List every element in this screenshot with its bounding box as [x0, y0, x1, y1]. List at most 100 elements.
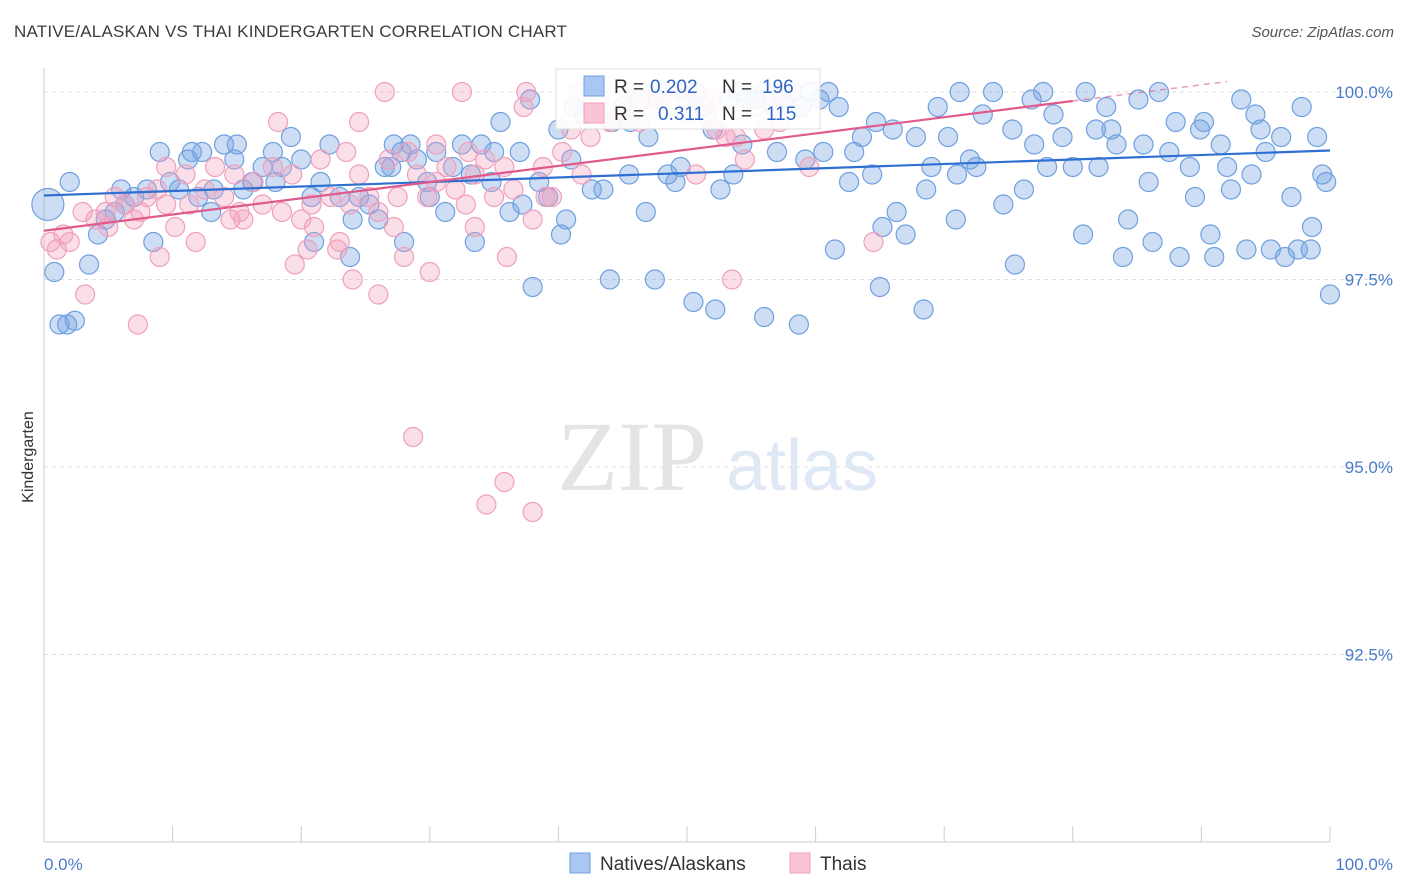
axes	[43, 68, 1331, 843]
chart-title: NATIVE/ALASKAN VS THAI KINDERGARTEN CORR…	[14, 22, 568, 41]
data-point	[336, 141, 357, 163]
data-point	[580, 126, 601, 148]
data-point	[78, 254, 100, 275]
data-point	[1200, 224, 1221, 245]
data-point	[329, 231, 350, 253]
data-point	[98, 216, 119, 238]
watermark-zip: ZIP	[557, 401, 707, 512]
data-point	[1274, 246, 1296, 268]
data-point	[599, 269, 620, 290]
data-point	[1148, 81, 1170, 103]
data-point	[895, 224, 916, 245]
legend-swatch-natives	[569, 852, 591, 874]
data-point	[436, 156, 457, 178]
trend-line-extension	[1072, 80, 1228, 102]
legend-label-natives: Natives/Alaskans	[600, 854, 746, 875]
data-point	[149, 141, 170, 163]
data-point	[397, 141, 419, 163]
data-point	[1128, 89, 1149, 110]
data-point	[381, 156, 402, 178]
data-point	[291, 209, 312, 230]
data-point	[383, 216, 404, 238]
data-point	[972, 104, 993, 125]
stats-n-value-natives: 196	[762, 77, 794, 98]
data-point	[303, 216, 325, 238]
data-point	[419, 261, 440, 283]
data-point	[342, 269, 363, 290]
y-tick-label: 100.0%	[1335, 83, 1393, 102]
data-point	[435, 201, 456, 223]
data-point	[766, 141, 788, 163]
data-point	[1281, 186, 1302, 208]
data-point	[550, 224, 572, 245]
data-point	[156, 194, 177, 215]
data-point	[966, 156, 987, 178]
data-point	[863, 231, 884, 253]
data-point	[734, 149, 755, 170]
data-point	[522, 501, 543, 523]
y-tick-label: 95.0%	[1345, 458, 1393, 477]
data-point	[556, 209, 577, 230]
data-point	[484, 186, 505, 208]
data-point	[393, 231, 415, 253]
data-point	[788, 314, 809, 335]
data-point	[474, 149, 496, 170]
data-point	[402, 426, 424, 448]
data-point	[400, 134, 421, 155]
data-point	[1217, 156, 1238, 178]
stats-n-label-thais: N =	[722, 104, 752, 125]
data-point	[282, 164, 303, 185]
data-point	[1043, 104, 1064, 125]
legend-swatch-thais	[789, 852, 811, 874]
data-point	[1096, 96, 1117, 118]
data-point	[1052, 126, 1073, 148]
x-tick-label: 100.0%	[1335, 855, 1393, 874]
data-point	[46, 239, 67, 260]
data-point	[1319, 284, 1341, 305]
data-point	[339, 194, 361, 215]
data-point	[175, 164, 196, 185]
data-point	[72, 201, 93, 223]
data-point	[982, 81, 1004, 103]
stats-r-label-natives: R =	[614, 77, 644, 98]
data-point	[865, 111, 887, 133]
data-point	[1088, 156, 1109, 178]
data-point	[945, 209, 966, 230]
data-point	[368, 284, 389, 305]
watermark: ZIP atlas	[557, 401, 878, 512]
data-point	[844, 141, 865, 163]
data-point	[464, 216, 485, 238]
data-point	[949, 81, 970, 103]
data-point	[705, 299, 726, 320]
data-point	[442, 156, 464, 178]
data-point	[993, 194, 1014, 215]
data-point	[1024, 134, 1045, 155]
data-point	[1002, 119, 1023, 140]
data-point	[476, 494, 497, 515]
data-point	[44, 261, 65, 283]
data-point	[348, 164, 370, 185]
data-point	[1169, 246, 1190, 268]
data-point	[1013, 179, 1035, 200]
data-point	[179, 194, 200, 215]
data-point	[192, 141, 213, 163]
trend-lines	[43, 80, 1331, 232]
data-point	[1165, 111, 1186, 133]
stats-swatch-thais	[583, 102, 605, 124]
data-point	[1085, 119, 1107, 140]
data-point	[417, 186, 438, 208]
data-point	[535, 186, 556, 208]
data-point	[916, 179, 937, 200]
data-point	[1316, 171, 1337, 193]
data-point	[262, 156, 284, 178]
data-point	[149, 246, 170, 268]
data-point	[1271, 126, 1292, 148]
data-point	[213, 186, 235, 208]
data-point	[513, 96, 534, 118]
watermark-atlas: atlas	[726, 426, 878, 506]
stats-legend: R = 0.202 N = 196 R = 0.311 N = 115	[555, 68, 821, 130]
source-label: Source: ZipAtlas.com	[1251, 24, 1394, 41]
data-point	[374, 81, 395, 103]
data-point	[499, 201, 520, 223]
data-point	[201, 201, 222, 223]
